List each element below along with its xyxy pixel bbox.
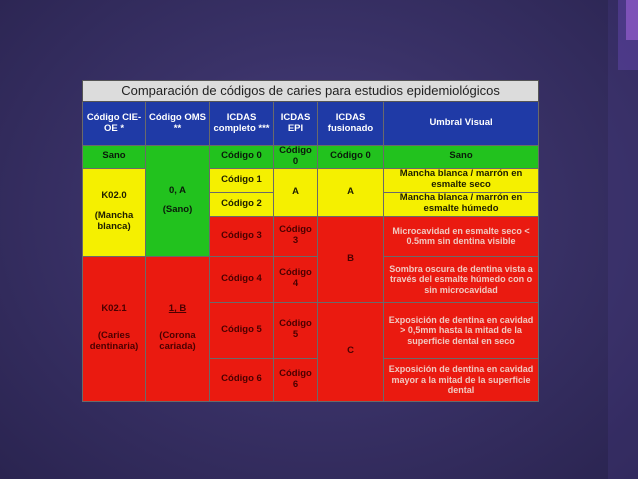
caries-comparison-table: Comparación de códigos de caries para es… — [81, 80, 540, 402]
cell-c2-icdas: Código 2 — [209, 191, 274, 217]
header-cie: Código CIE-OE * — [82, 101, 146, 146]
cell-k020: K02.0 (Mancha blanca) — [82, 167, 146, 257]
cell-k021: K02.1 (Caries dentinaria) — [82, 255, 146, 402]
cell-fusionado-a: A — [317, 167, 384, 217]
table-title: Comparación de códigos de caries para es… — [81, 80, 540, 102]
cell-c6-icdas: Código 6 — [209, 357, 274, 402]
cell-c2-umbral: Mancha blanca / marrón en esmalte húmedo — [382, 191, 540, 217]
cell-c1-umbral: Mancha blanca / marrón en esmalte seco — [382, 167, 540, 193]
cell-sano-icdas: Código 0 — [209, 145, 274, 169]
cell-c6-epi: Código 6 — [273, 357, 318, 402]
k021-desc: (Caries dentinaria) — [89, 330, 139, 353]
cell-fusionado-b: B — [317, 215, 384, 303]
cell-oms-a: 0, A (Sano) — [145, 145, 210, 257]
cell-epi-a: A — [273, 167, 318, 217]
oms-b-code: 1, B — [168, 303, 187, 315]
cell-c4-epi: Código 4 — [273, 255, 318, 303]
cell-c3-umbral: Microcavidad en esmalte seco < 0.5mm sin… — [382, 215, 540, 257]
oms-a-code: 0, A — [168, 184, 187, 196]
caries-comparison-table-wrapper: Comparación de códigos de caries para es… — [81, 80, 540, 402]
oms-b-desc: (Corona cariada) — [159, 330, 196, 353]
header-icdas-completo: ICDAS completo *** — [209, 101, 274, 146]
cell-fusionado-c: C — [317, 301, 384, 402]
header-icdas-fusionado: ICDAS fusionado — [317, 101, 384, 146]
cell-oms-b: 1, B (Corona cariada) — [145, 255, 210, 402]
side-strip — [608, 0, 638, 479]
corner-decoration — [618, 0, 638, 70]
header-oms: Código OMS ** — [145, 101, 210, 146]
cell-c4-umbral: Sombra oscura de dentina vista a través … — [382, 255, 540, 303]
cell-c5-epi: Código 5 — [273, 301, 318, 359]
k021-code: K02.1 — [101, 303, 127, 315]
header-icdas-epi: ICDAS EPI — [273, 101, 318, 146]
oms-a-desc: (Sano) — [162, 204, 193, 216]
cell-c3-icdas: Código 3 — [209, 215, 274, 257]
cell-sano-fusionado: Código 0 — [317, 145, 384, 169]
k020-desc: (Mancha blanca) — [94, 210, 134, 233]
cell-c6-umbral: Exposición de dentina en cavidad mayor a… — [382, 357, 540, 402]
cell-sano-umbral: Sano — [382, 145, 540, 169]
cell-sano-cie: Sano — [82, 145, 146, 169]
cell-c5-umbral: Exposición de dentina en cavidad > 0,5mm… — [382, 301, 540, 359]
cell-c3-epi: Código 3 — [273, 215, 318, 257]
cell-c5-icdas: Código 5 — [209, 301, 274, 359]
cell-sano-epi: Código 0 — [273, 145, 318, 169]
k020-code: K02.0 — [101, 190, 127, 202]
cell-c1-icdas: Código 1 — [209, 167, 274, 193]
header-umbral-visual: Umbral Visual — [382, 101, 540, 146]
cell-c4-icdas: Código 4 — [209, 255, 274, 303]
